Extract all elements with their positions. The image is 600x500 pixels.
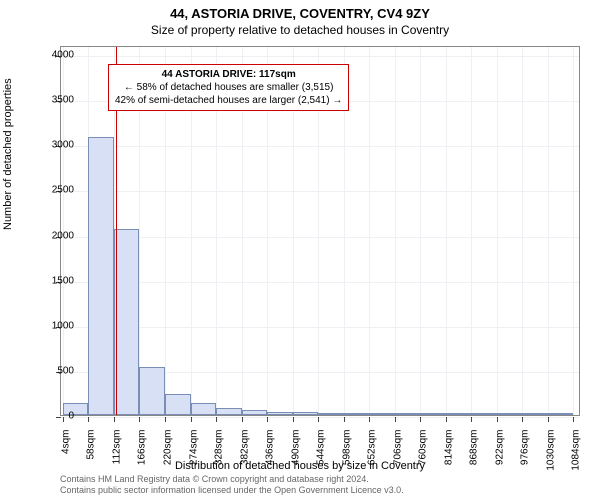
x-tick-label: 4sqm	[60, 430, 71, 454]
x-tick-label: 436sqm	[265, 430, 276, 466]
y-axis-label: Number of detached properties	[2, 78, 14, 230]
x-tick-label: 598sqm	[341, 430, 352, 466]
histogram-bar	[420, 413, 446, 415]
gridline-v	[522, 47, 523, 415]
histogram-bar	[446, 413, 472, 415]
chart-area: 44 ASTORIA DRIVE: 117sqm ← 58% of detach…	[60, 46, 580, 416]
x-tick-mark	[522, 417, 523, 422]
annotation-line-smaller: ← 58% of detached houses are smaller (3,…	[115, 81, 342, 94]
x-tick-mark	[446, 417, 447, 422]
x-tick-mark	[471, 417, 472, 422]
page-title: 44, ASTORIA DRIVE, COVENTRY, CV4 9ZY	[0, 6, 600, 21]
x-tick-label: 1084sqm	[571, 430, 582, 471]
x-tick-label: 382sqm	[239, 430, 250, 466]
x-tick-label: 652sqm	[367, 430, 378, 466]
y-tick-label: 1000	[28, 320, 74, 331]
histogram-bar	[191, 403, 217, 415]
x-tick-mark	[139, 417, 140, 422]
gridline-v	[497, 47, 498, 415]
x-tick-mark	[395, 417, 396, 422]
x-tick-label: 760sqm	[418, 430, 429, 466]
gridline-v	[471, 47, 472, 415]
gridline-v	[395, 47, 396, 415]
histogram-bar	[114, 229, 140, 415]
page-subtitle: Size of property relative to detached ho…	[0, 23, 600, 37]
y-tick-label: 2500	[28, 185, 74, 196]
x-tick-mark	[88, 417, 89, 422]
histogram-bar	[369, 413, 395, 415]
x-tick-label: 706sqm	[392, 430, 403, 466]
gridline-v	[369, 47, 370, 415]
annotation-line-larger: 42% of semi-detached houses are larger (…	[115, 94, 342, 107]
histogram-bar	[548, 413, 574, 415]
y-tick-label: 0	[28, 411, 74, 422]
attribution-footer: Contains HM Land Registry data © Crown c…	[60, 474, 404, 497]
x-tick-label: 166sqm	[137, 430, 148, 466]
y-tick-label: 2000	[28, 230, 74, 241]
histogram-bar	[293, 412, 319, 415]
gridline-v	[446, 47, 447, 415]
x-tick-mark	[573, 417, 574, 422]
x-tick-mark	[216, 417, 217, 422]
histogram-bar	[497, 413, 523, 415]
gridline-v	[420, 47, 421, 415]
x-tick-mark	[318, 417, 319, 422]
x-tick-label: 544sqm	[316, 430, 327, 466]
histogram-bar	[471, 413, 497, 415]
y-tick-label: 3500	[28, 95, 74, 106]
annotation-box: 44 ASTORIA DRIVE: 117sqm ← 58% of detach…	[108, 64, 349, 111]
histogram-bar	[165, 394, 191, 415]
x-tick-mark	[344, 417, 345, 422]
x-tick-label: 220sqm	[163, 430, 174, 466]
x-tick-label: 976sqm	[520, 430, 531, 466]
x-tick-label: 58sqm	[86, 430, 97, 460]
gridline-v	[573, 47, 574, 415]
x-tick-label: 112sqm	[111, 430, 122, 465]
footer-line-2: Contains public sector information licen…	[60, 485, 404, 496]
histogram-bar	[267, 412, 293, 415]
footer-line-1: Contains HM Land Registry data © Crown c…	[60, 474, 404, 485]
gridline-v	[548, 47, 549, 415]
x-tick-label: 328sqm	[214, 430, 225, 466]
title-area: 44, ASTORIA DRIVE, COVENTRY, CV4 9ZY Siz…	[0, 0, 600, 37]
histogram-bar	[242, 410, 268, 415]
y-tick-label: 4000	[28, 50, 74, 61]
histogram-bar	[139, 367, 165, 415]
x-tick-label: 490sqm	[290, 430, 301, 466]
x-tick-mark	[293, 417, 294, 422]
x-tick-mark	[165, 417, 166, 422]
x-tick-mark	[114, 417, 115, 422]
x-tick-mark	[548, 417, 549, 422]
x-tick-label: 922sqm	[494, 430, 505, 466]
y-tick-label: 3000	[28, 140, 74, 151]
x-tick-mark	[191, 417, 192, 422]
histogram-bar	[395, 413, 421, 415]
x-tick-mark	[497, 417, 498, 422]
histogram-bar	[344, 413, 370, 415]
histogram-bar	[522, 413, 548, 415]
x-tick-label: 868sqm	[469, 430, 480, 466]
histogram-bar	[216, 408, 242, 415]
x-tick-label: 1030sqm	[545, 430, 556, 471]
x-tick-mark	[242, 417, 243, 422]
histogram-bar	[88, 137, 114, 415]
y-tick-label: 1500	[28, 275, 74, 286]
x-tick-mark	[267, 417, 268, 422]
x-tick-label: 274sqm	[188, 430, 199, 466]
x-tick-mark	[369, 417, 370, 422]
annotation-title: 44 ASTORIA DRIVE: 117sqm	[115, 68, 342, 81]
histogram-bar	[318, 413, 344, 415]
x-tick-label: 814sqm	[443, 430, 454, 466]
y-tick-label: 500	[28, 365, 74, 376]
x-tick-mark	[420, 417, 421, 422]
